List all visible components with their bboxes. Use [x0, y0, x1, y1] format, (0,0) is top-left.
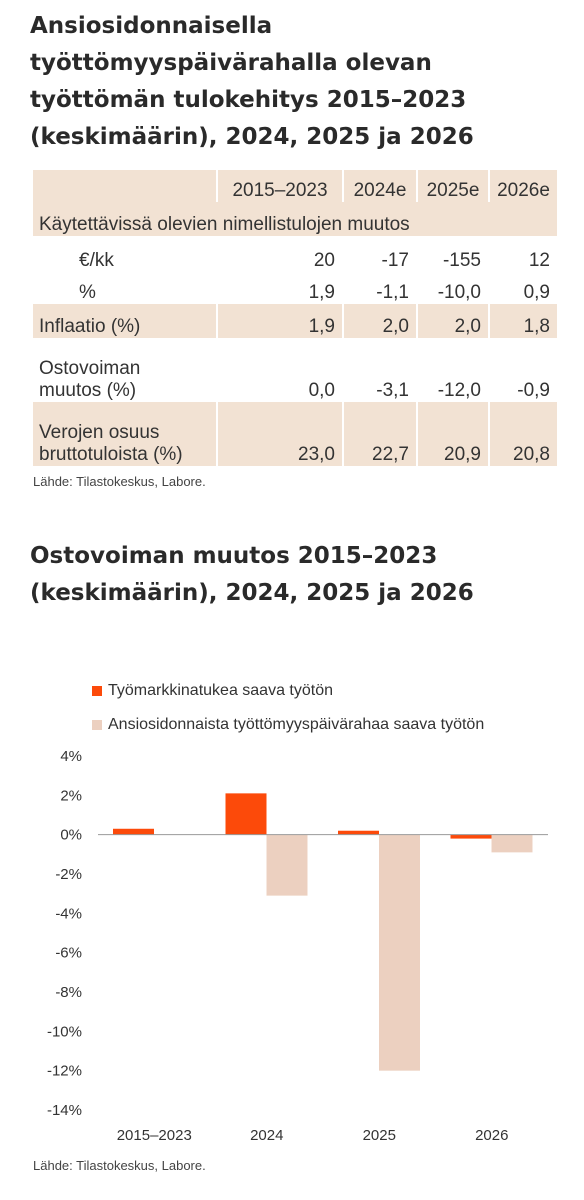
legend-item: Työmarkkinatukea saava työtön	[92, 674, 484, 708]
table-cell: 20,8	[489, 402, 557, 466]
bar-chart: 4% 2% 0% -2% -4% -6% -8% -10% -12% -14% 2015–2023 2…	[47, 748, 548, 1144]
legend-item: Ansiosidonnaista työttömyyspäivärahaa sa…	[92, 708, 484, 742]
y-tick-label: -12%	[47, 1063, 82, 1080]
row-label-line: Ostovoiman	[39, 358, 141, 379]
y-tick-label: 2%	[60, 787, 82, 804]
bar	[338, 830, 379, 835]
bar	[266, 834, 308, 896]
table-header-cell: 2024e	[343, 170, 418, 202]
legend-label: Ansiosidonnaista työttömyyspäivärahaa sa…	[108, 716, 485, 733]
table-cell: -0,9	[517, 380, 550, 401]
table-section-label: Käytettävissä olevien nimellistulojen mu…	[33, 202, 557, 236]
row-label: %	[33, 272, 218, 304]
table-header-cell: 2015–2023	[217, 170, 344, 202]
table-row: % 1,9 -1,1 -10,0 0,9	[33, 272, 557, 304]
x-tick-label: 2025	[363, 1127, 396, 1144]
table-cell: 1,9	[217, 272, 344, 304]
bar	[450, 834, 492, 839]
table-cell: 1,9	[217, 304, 344, 338]
row-label: €/kk	[33, 236, 218, 272]
table-cell: -12,0	[417, 338, 490, 402]
income-table: 2015–2023 2024e 2025e 2026e Käytettäviss…	[33, 170, 557, 466]
table-row: €/kk 20 -17 -155 12	[33, 236, 557, 272]
table-header-row: 2015–2023 2024e 2025e 2026e	[33, 170, 557, 202]
chart-title: Ostovoiman muutos 2015–2023 (keskimäärin…	[30, 543, 474, 606]
table-cell: 20	[217, 236, 344, 272]
table-cell: 2,0	[417, 304, 490, 338]
table-cell: -10,0	[417, 272, 490, 304]
x-tick-label: 2026	[475, 1127, 508, 1144]
table-cell: 23,0	[217, 402, 344, 466]
table-cell: 12	[528, 250, 550, 271]
table-cell: -3,1	[343, 338, 418, 402]
bar	[491, 834, 533, 853]
y-tick-label: 0%	[60, 827, 82, 844]
y-tick-label: -2%	[55, 866, 82, 883]
table-source: Lähde: Tilastokeskus, Labore.	[33, 474, 206, 489]
row-label: Inflaatio (%)	[33, 304, 218, 338]
table-header-cell: 2026e	[489, 170, 557, 202]
table-title: Ansiosidonnaisella työttömyyspäivärahall…	[30, 13, 474, 150]
table-row: Inflaatio (%) 1,9 2,0 2,0 1,8	[33, 304, 557, 338]
x-tick-label: 2015–2023	[117, 1127, 192, 1144]
table-cell: 2,0	[343, 304, 418, 338]
table-cell: 20,9	[417, 402, 490, 466]
row-label-line: bruttotuloista (%)	[39, 444, 183, 465]
y-tick-label: -14%	[47, 1102, 82, 1119]
y-tick-label: -6%	[55, 945, 82, 962]
table-cell: -155	[417, 236, 490, 272]
y-tick-label: -10%	[47, 1023, 82, 1040]
table-cell: -1,1	[343, 272, 418, 304]
bar	[225, 793, 267, 835]
legend-label: Työmarkkinatukea saava työtön	[108, 682, 334, 699]
table-row: Ostovoiman muutos (%) 0,0 -3,1 -12,0 -0,9	[33, 338, 557, 402]
table-cell: 0,9	[523, 282, 550, 303]
row-label: Ostovoiman muutos (%)	[33, 338, 218, 402]
table-section-row: Käytettävissä olevien nimellistulojen mu…	[33, 202, 557, 236]
table-header-cell: 2025e	[417, 170, 490, 202]
chart-source: Lähde: Tilastokeskus, Labore.	[33, 1158, 206, 1173]
x-tick-label: 2024	[250, 1127, 283, 1144]
y-tick-label: 4%	[60, 748, 82, 765]
table-row: Verojen osuus bruttotuloista (%) 23,0 22,…	[33, 402, 557, 466]
bar	[113, 828, 154, 835]
row-label-line: muutos (%)	[39, 380, 137, 401]
table-header-empty	[33, 170, 218, 202]
table-cell: 0,0	[217, 338, 344, 402]
bar	[379, 834, 420, 1071]
legend-swatch	[92, 720, 102, 730]
table-cell: 1,8	[489, 304, 557, 338]
row-label-line: Verojen osuus	[39, 422, 160, 443]
y-tick-label: -8%	[55, 984, 82, 1001]
legend-swatch	[92, 686, 102, 696]
row-label: Verojen osuus bruttotuloista (%)	[33, 402, 218, 466]
table-cell: 22,7	[343, 402, 418, 466]
y-tick-label: -4%	[55, 905, 82, 922]
table-cell: -17	[343, 236, 418, 272]
chart-legend: Työmarkkinatukea saava työtön Ansiosidon…	[92, 674, 484, 742]
